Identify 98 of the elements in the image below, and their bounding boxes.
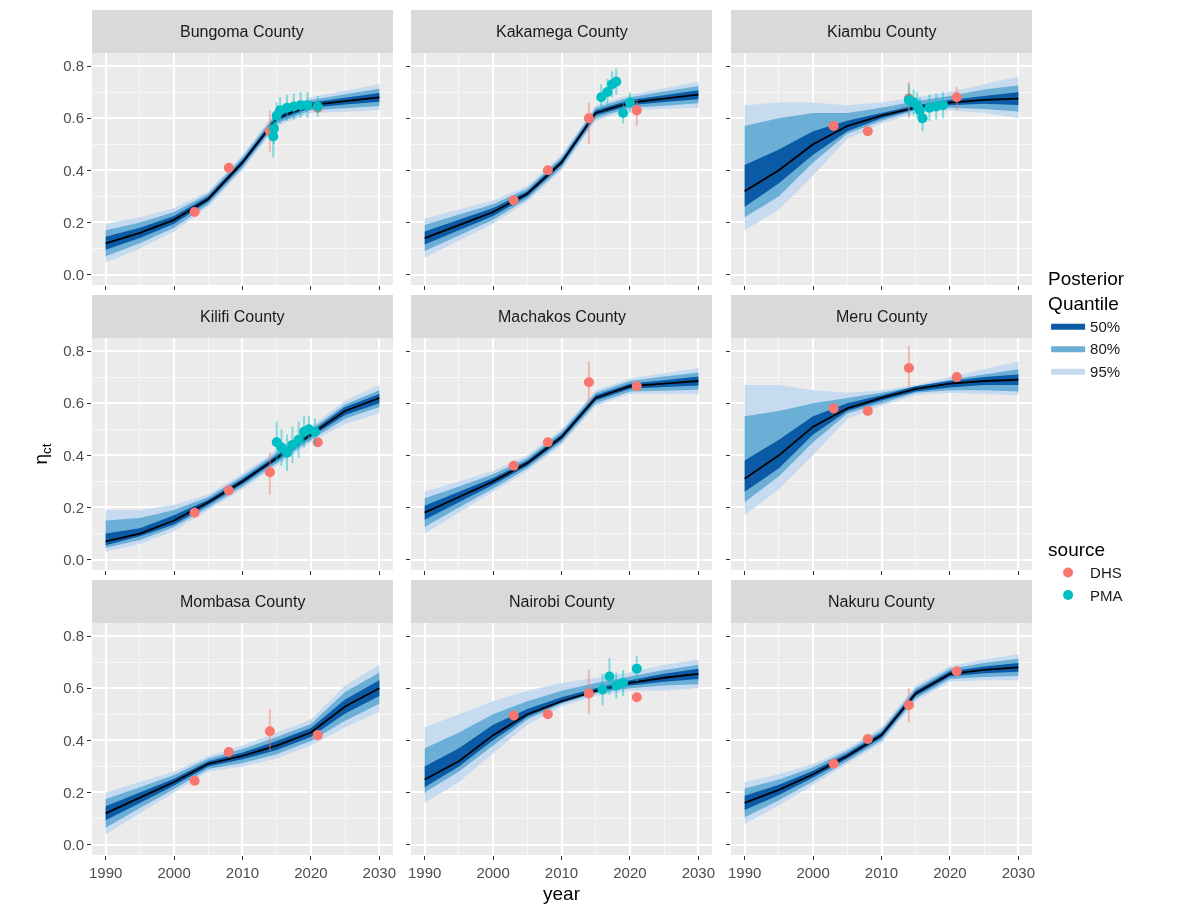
- point: [508, 460, 519, 471]
- point: [951, 666, 962, 677]
- point: [542, 165, 553, 176]
- point: [828, 403, 839, 414]
- point: [583, 688, 594, 699]
- point: [542, 437, 553, 448]
- legend-label: 80%: [1090, 340, 1121, 358]
- point: [310, 426, 320, 437]
- y-tick-label: 0.0: [63, 550, 84, 568]
- point: [862, 734, 873, 745]
- y-tick-label: 0.8: [63, 57, 84, 75]
- point: [302, 100, 313, 111]
- point: [223, 162, 234, 173]
- y-tick-label: 0.6: [63, 679, 84, 697]
- x-tick-label: 2020: [933, 864, 967, 882]
- y-tick-label: 0.4: [63, 446, 84, 464]
- point: [903, 362, 914, 373]
- x-tick-label: 2010: [225, 864, 260, 882]
- point: [828, 120, 839, 131]
- point: [828, 758, 839, 769]
- point: [631, 381, 642, 392]
- chart-title: Mombasa County: [180, 593, 306, 610]
- point: [602, 87, 613, 98]
- point: [618, 107, 629, 118]
- point: [268, 123, 279, 134]
- point: [596, 92, 607, 103]
- point: [631, 663, 642, 674]
- point: [189, 207, 200, 218]
- x-tick-label: 1990: [408, 864, 442, 882]
- y-tick-label: 0.2: [63, 498, 84, 516]
- y-tick-label: 0.4: [63, 731, 84, 749]
- point: [611, 76, 622, 87]
- point: [631, 692, 642, 703]
- point: [862, 126, 873, 137]
- x-tick-label: 2030: [681, 864, 716, 882]
- chart-title: Machakos County: [498, 308, 627, 325]
- point: [917, 113, 928, 124]
- point: [914, 105, 925, 116]
- point: [264, 467, 275, 478]
- x-tick-label: 2010: [864, 864, 899, 882]
- chart-title: Kakamega County: [496, 23, 628, 40]
- x-tick-label: 2010: [544, 864, 579, 882]
- point: [624, 97, 635, 108]
- point: [597, 684, 608, 695]
- legend-label: 50%: [1090, 317, 1121, 335]
- point: [287, 439, 298, 450]
- point: [281, 447, 292, 458]
- point: [293, 434, 304, 445]
- chart-title: Nairobi County: [509, 593, 615, 610]
- chart-title: Meru County: [836, 308, 928, 325]
- chart-title: Kilifi County: [200, 308, 285, 325]
- point: [264, 726, 275, 737]
- point: [312, 437, 323, 448]
- point: [583, 377, 594, 388]
- x-tick-label: 2020: [294, 864, 328, 882]
- point: [508, 710, 519, 721]
- y-tick-label: 0.0: [63, 835, 84, 853]
- y-tick-label: 0.6: [63, 394, 84, 412]
- point: [862, 406, 873, 416]
- x-tick-label: 2030: [1001, 864, 1036, 882]
- point: [951, 92, 962, 103]
- legend-label: PMA: [1090, 586, 1123, 604]
- legend-title: Posterior Quantile: [1048, 267, 1125, 314]
- chart-title: Kiambu County: [827, 23, 937, 40]
- x-tick-label: 2020: [613, 864, 647, 882]
- point: [189, 507, 200, 518]
- chart-title: Nakuru County: [828, 593, 935, 610]
- point: [903, 700, 914, 711]
- x-tick-label: 2000: [157, 864, 191, 882]
- point: [542, 709, 553, 720]
- y-tick-label: 0.6: [63, 109, 84, 127]
- y-tick-label: 0.8: [63, 627, 84, 645]
- point: [508, 195, 519, 206]
- point: [604, 671, 615, 682]
- point: [583, 113, 594, 124]
- x-tick-label: 2000: [476, 864, 510, 882]
- y-tick-label: 0.2: [63, 213, 84, 231]
- point: [631, 105, 642, 116]
- x-axis-title: year: [543, 882, 581, 904]
- y-tick-label: 0.4: [63, 161, 84, 179]
- point: [618, 677, 629, 688]
- point: [189, 775, 200, 786]
- point: [938, 100, 949, 111]
- legend-label: 95%: [1090, 362, 1121, 380]
- legend-label: DHS: [1090, 564, 1122, 582]
- point: [312, 730, 323, 741]
- point: [223, 485, 234, 496]
- y-tick-label: 0.0: [63, 265, 84, 283]
- x-tick-label: 1990: [728, 864, 762, 882]
- point: [223, 747, 234, 758]
- y-tick-label: 0.8: [63, 342, 84, 360]
- x-tick-label: 1990: [88, 864, 123, 882]
- x-tick-label: 2000: [796, 864, 830, 882]
- chart-title: Bungoma County: [180, 23, 304, 40]
- legend-title: source: [1048, 539, 1106, 561]
- x-tick-label: 2030: [362, 864, 396, 882]
- y-tick-label: 0.2: [63, 783, 84, 801]
- point: [951, 372, 962, 383]
